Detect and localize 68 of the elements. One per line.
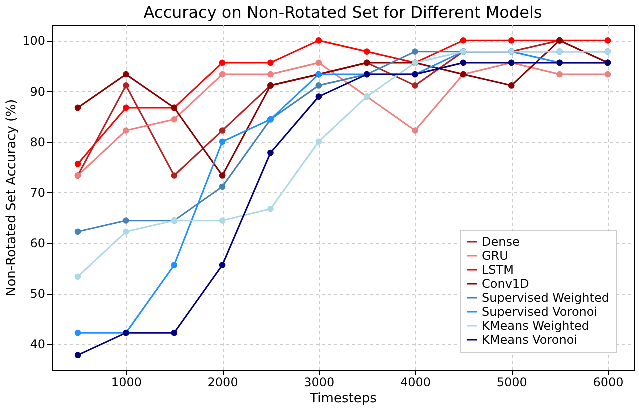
y-tick-label: 50: [30, 287, 46, 302]
legend-label: Dense: [482, 235, 520, 249]
legend-label: Conv1D: [482, 277, 530, 291]
point: [74, 104, 82, 112]
point: [556, 71, 563, 78]
point: [316, 138, 322, 146]
point: [268, 60, 274, 66]
point: [74, 274, 82, 280]
point: [123, 228, 130, 236]
point: [268, 206, 274, 212]
point: [316, 82, 322, 89]
x-axis-title: Timesteps: [309, 392, 378, 406]
point: [316, 60, 322, 66]
point: [74, 352, 82, 358]
point: [123, 218, 130, 224]
x-tick-label: 4000: [400, 376, 432, 390]
point: [123, 128, 130, 134]
point: [219, 60, 226, 66]
point: [508, 38, 515, 44]
point: [268, 150, 274, 156]
point: [219, 172, 226, 179]
point: [171, 172, 178, 179]
point: [219, 184, 226, 190]
point: [412, 48, 418, 55]
legend-label: LSTM: [482, 263, 514, 277]
point: [219, 262, 226, 268]
legend-label: GRU: [482, 249, 508, 263]
point: [74, 160, 82, 168]
point: [364, 48, 370, 55]
point: [604, 71, 612, 78]
point: [74, 228, 82, 236]
legend-label: Supervised Weighted: [482, 291, 610, 305]
point: [74, 330, 82, 336]
y-tick-label: 40: [30, 338, 46, 352]
point: [123, 104, 130, 112]
point: [123, 71, 130, 78]
point: [316, 94, 322, 100]
y-tick-label: 60: [30, 236, 46, 251]
point: [460, 60, 467, 66]
point: [508, 82, 515, 89]
point: [604, 38, 612, 44]
x-tick-label: 6000: [593, 376, 624, 390]
legend-label: KMeans Weighted: [482, 319, 590, 333]
y-tick-label: 80: [30, 135, 46, 150]
y-axis-title: Non-Rotated Set Accuracy (%): [4, 99, 20, 297]
point: [123, 82, 130, 89]
x-tick-label: 3000: [304, 376, 335, 390]
point: [219, 138, 226, 146]
point: [219, 71, 226, 78]
legend-label: KMeans Voronoi: [482, 333, 578, 347]
point: [171, 262, 178, 268]
point: [219, 128, 226, 134]
point: [412, 82, 418, 89]
y-tick-label: 100: [22, 34, 46, 48]
x-tick-label: 2000: [208, 376, 238, 390]
chart-title: Accuracy on Non-Rotated Set for Different Models: [144, 3, 542, 22]
y-tick-label: 90: [30, 84, 46, 99]
x-tick-label: 1000: [111, 376, 142, 390]
legend-label: Supervised Voronoi: [482, 305, 598, 319]
y-tick-label: 70: [30, 186, 46, 200]
point: [316, 38, 322, 44]
point: [171, 116, 178, 123]
point: [460, 38, 467, 44]
x-tick-label: 5000: [496, 376, 528, 390]
point: [219, 218, 226, 224]
point: [268, 71, 274, 78]
point: [171, 330, 178, 336]
point: [412, 128, 418, 134]
